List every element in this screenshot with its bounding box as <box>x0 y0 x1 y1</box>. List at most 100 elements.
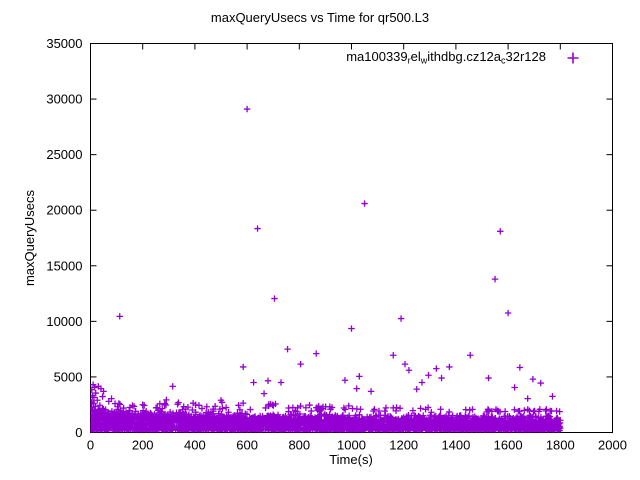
data-point-marker <box>222 427 230 433</box>
data-point-marker <box>289 423 296 431</box>
data-point-marker <box>182 426 189 433</box>
data-point-marker <box>459 419 466 426</box>
data-point-marker <box>469 406 476 413</box>
data-point-marker <box>548 407 555 415</box>
data-point-marker <box>90 394 98 401</box>
data-point-marker <box>432 425 440 432</box>
data-point-marker <box>211 403 219 410</box>
data-point-marker <box>367 413 375 421</box>
data-point-marker <box>441 414 448 422</box>
data-point-marker <box>147 411 155 418</box>
data-point-marker <box>350 425 357 432</box>
data-point-marker <box>511 406 518 413</box>
data-point-marker <box>94 397 101 404</box>
data-point-marker <box>211 413 218 420</box>
x-tick-label: 600 <box>236 438 258 453</box>
data-point-marker <box>135 420 142 427</box>
data-point-marker <box>317 419 324 426</box>
data-point-marker <box>297 360 304 368</box>
legend-part-2: el <box>410 49 421 64</box>
data-point-marker <box>422 419 429 426</box>
data-point-marker <box>496 416 504 423</box>
data-point-marker <box>546 426 553 433</box>
data-point-marker <box>198 424 206 432</box>
data-point-marker <box>126 414 133 421</box>
data-point-marker <box>429 424 436 431</box>
data-point-marker <box>257 427 264 433</box>
data-point-marker <box>485 374 492 382</box>
data-point-marker <box>428 409 435 416</box>
data-point-marker <box>381 407 389 415</box>
data-point-marker <box>167 413 175 420</box>
data-point-marker <box>229 423 236 431</box>
x-tick-label: 1600 <box>494 438 523 453</box>
data-point-marker <box>527 413 534 420</box>
data-point-marker <box>313 350 320 357</box>
data-point-marker <box>115 400 123 407</box>
data-point-marker <box>90 398 96 406</box>
data-point-marker <box>371 418 378 425</box>
x-tick-label: 1000 <box>337 438 366 453</box>
data-point-marker <box>251 413 259 420</box>
data-point-marker <box>345 412 353 419</box>
data-point-marker <box>207 410 214 418</box>
data-point-marker <box>361 200 368 207</box>
data-point-marker <box>351 414 359 421</box>
data-point-marker <box>108 395 115 402</box>
data-point-marker <box>337 418 344 426</box>
data-point-marker <box>515 408 522 415</box>
data-point-marker <box>462 417 469 424</box>
data-point-marker <box>428 418 435 425</box>
data-point-marker <box>433 426 441 433</box>
data-point-marker <box>142 427 149 433</box>
data-point-marker <box>497 228 504 235</box>
data-point-marker <box>510 419 517 426</box>
data-point-marker <box>162 410 169 418</box>
y-tick-label: 30000 <box>46 92 82 107</box>
data-point-marker <box>183 425 191 433</box>
data-point-marker <box>236 406 244 413</box>
data-point-marker <box>381 427 389 433</box>
data-point-marker <box>409 407 417 414</box>
data-point-marker <box>529 419 537 426</box>
data-point-marker <box>461 424 469 431</box>
x-tick-label: 200 <box>132 438 154 453</box>
data-point-marker <box>292 408 299 415</box>
data-point-marker <box>463 418 471 425</box>
y-tick-label: 5000 <box>54 369 83 384</box>
data-point-marker <box>137 413 145 420</box>
data-point-marker <box>231 412 238 419</box>
y-tick-label: 0 <box>75 425 82 440</box>
data-point-marker <box>169 383 176 390</box>
data-point-marker <box>302 404 310 411</box>
data-point-marker <box>554 414 561 422</box>
data-point-marker <box>425 426 432 433</box>
data-point-marker <box>103 425 111 433</box>
data-point-marker <box>106 416 113 423</box>
data-point-marker <box>440 424 447 431</box>
data-point-marker <box>124 410 131 418</box>
data-point-marker <box>97 408 104 416</box>
y-tick-label: 10000 <box>46 314 82 329</box>
data-point-marker <box>445 408 453 416</box>
data-point-marker <box>235 426 243 433</box>
legend-part-1: ma100339 <box>346 49 408 64</box>
data-point-marker <box>476 425 483 432</box>
data-point-marker <box>294 421 302 428</box>
data-point-marker <box>222 404 230 411</box>
data-point-marker <box>119 416 127 423</box>
data-point-marker <box>189 417 197 424</box>
x-tick-label: 400 <box>184 438 206 453</box>
data-point-marker <box>376 424 383 431</box>
data-point-marker <box>247 406 254 413</box>
data-point-marker <box>123 427 130 433</box>
data-point-marker <box>203 421 211 429</box>
data-point-marker <box>203 403 210 410</box>
data-point-marker <box>536 406 544 413</box>
legend-sub-w: w <box>420 55 428 66</box>
data-point-marker <box>316 407 323 415</box>
data-point-marker <box>400 418 407 425</box>
data-point-marker <box>166 408 174 416</box>
data-point-marker <box>280 417 287 425</box>
